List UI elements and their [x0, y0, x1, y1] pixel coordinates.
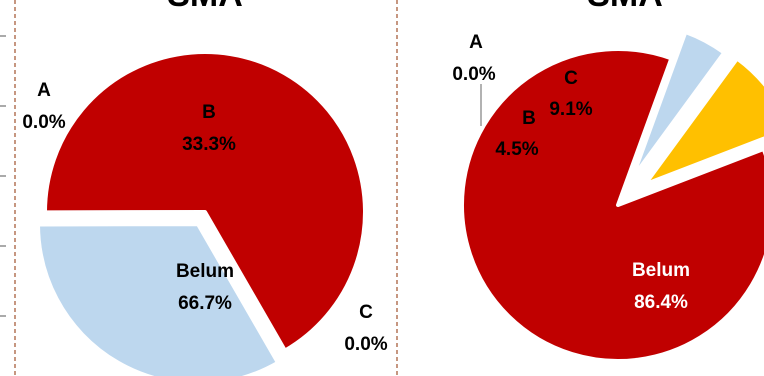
right-label-Belum-value: 86.4% — [634, 292, 688, 313]
right-chart-title: SMA — [587, 0, 663, 14]
left-label-Belum: Belum 66.7% — [176, 261, 234, 314]
left-label-C-value: 0.0% — [344, 334, 387, 355]
left-chart: SMA A 0.0% B 33.3% C 0.0% Belum 66.7% — [22, 0, 388, 376]
left-label-Belum-name: Belum — [176, 261, 234, 282]
right-slice-b — [630, 29, 727, 181]
right-label-C: C 9.1% — [549, 68, 592, 120]
left-label-A-value: 0.0% — [22, 112, 65, 133]
left-slice-b — [36, 222, 281, 376]
left-pie — [36, 50, 367, 376]
right-slice-belum — [460, 47, 764, 363]
right-label-B-value: 4.5% — [495, 139, 538, 160]
right-slice-c — [643, 56, 764, 187]
right-label-Belum-name: Belum — [632, 260, 690, 281]
left-label-B-value: 33.3% — [182, 134, 236, 155]
left-slice-belum — [43, 50, 367, 353]
left-label-A: A 0.0% — [22, 80, 65, 133]
left-label-Belum-value: 66.7% — [178, 293, 232, 314]
left-edge-ticks — [0, 35, 6, 317]
left-label-C: C 0.0% — [344, 302, 387, 355]
right-label-B: B 4.5% — [495, 108, 538, 160]
left-label-B-name: B — [202, 102, 216, 123]
right-label-A: A 0.0% — [452, 32, 495, 85]
right-label-A-name: A — [469, 32, 483, 53]
left-label-B: B 33.3% — [182, 102, 236, 155]
left-label-A-name: A — [37, 80, 51, 101]
right-label-Belum: Belum 86.4% — [632, 260, 690, 313]
right-chart: SMA A 0.0% B 4.5% C 9.1% Belum 86.4% — [452, 0, 764, 363]
right-pie — [460, 29, 764, 363]
left-chart-title: SMA — [167, 0, 243, 14]
left-label-C-name: C — [359, 302, 373, 323]
right-label-C-name: C — [564, 68, 578, 89]
right-label-B-name: B — [522, 108, 536, 129]
right-label-A-value: 0.0% — [452, 64, 495, 85]
right-label-C-value: 9.1% — [549, 99, 592, 120]
